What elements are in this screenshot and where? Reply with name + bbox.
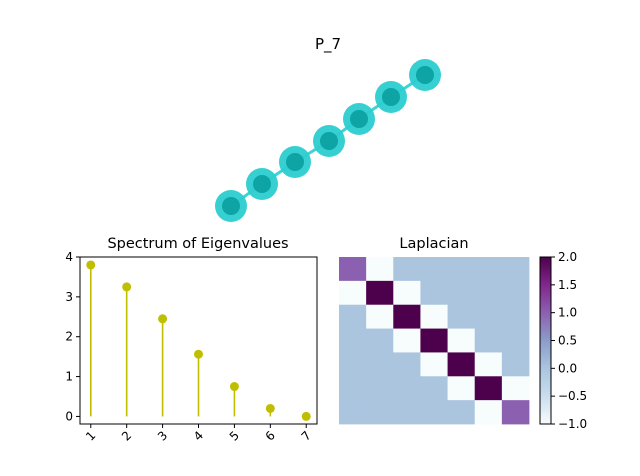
heatmap-cell — [447, 400, 476, 425]
heatmap-cell — [474, 376, 503, 401]
colorbar-tick-label: −0.5 — [558, 389, 587, 403]
graph-nodes — [215, 59, 441, 222]
heatmap-cells — [339, 257, 530, 425]
heatmap-cell — [420, 280, 448, 306]
heatmap-cell — [366, 328, 394, 353]
stem-y-ticks: 0 1 2 3 4 — [65, 250, 80, 423]
stem-marker — [301, 411, 311, 421]
heatmap-cell — [366, 257, 394, 282]
y-tick-label: 0 — [65, 409, 73, 423]
colorbar-gradient — [539, 256, 552, 425]
heatmap-cell — [501, 304, 530, 329]
heatmap-cell — [447, 352, 476, 377]
stem-marker — [265, 403, 275, 413]
heatmap-cell — [339, 400, 367, 425]
heatmap-cell — [393, 400, 421, 425]
heatmap-cell — [339, 257, 367, 282]
heatmap-cell — [447, 304, 476, 329]
heatmap-cell — [339, 376, 367, 401]
x-tick-label: 7 — [299, 428, 314, 443]
heatmap-cell — [393, 376, 421, 401]
heatmap-cell — [420, 400, 448, 425]
heatmap-title: Laplacian — [399, 236, 468, 252]
heatmap-cell — [474, 400, 503, 425]
stem-marker — [194, 349, 203, 359]
figure-title: P_7 — [315, 35, 341, 54]
x-tick-label: 6 — [263, 428, 278, 443]
heatmap-cell — [474, 280, 503, 306]
x-tick-label: 5 — [227, 428, 242, 443]
stem-marker — [86, 260, 96, 270]
graph-node-core — [350, 110, 368, 128]
colorbar-tick-label: 1.0 — [558, 306, 577, 320]
colorbar-tick-label: 0.5 — [558, 334, 577, 348]
graph-node-core — [222, 197, 240, 215]
graph-node-core — [320, 132, 338, 150]
x-tick-label: 3 — [155, 428, 170, 443]
graph-node-core — [416, 66, 434, 84]
y-tick-label: 1 — [65, 370, 73, 384]
heatmap-cell — [420, 376, 448, 401]
heatmap-cell — [393, 352, 421, 377]
heatmap-cell — [474, 328, 503, 353]
heatmap-cell — [339, 328, 367, 353]
heatmap-cell — [339, 304, 367, 329]
heatmap-cell — [501, 280, 530, 306]
heatmap-cell — [339, 352, 367, 377]
x-tick-label: 1 — [83, 428, 98, 443]
heatmap-cell — [501, 257, 530, 282]
colorbar-ticks: 2.0 1.5 1.0 0.5 0.0 −0.5 −1.0 — [551, 250, 587, 431]
heatmap-cell — [447, 257, 476, 282]
heatmap-cell — [420, 328, 448, 353]
heatmap-cell — [420, 304, 448, 329]
heatmap-cell — [393, 280, 421, 306]
heatmap-cell — [339, 280, 367, 306]
heatmap-cell — [447, 328, 476, 353]
heatmap-cell — [393, 328, 421, 353]
stem-x-ticks: 1 2 3 4 5 6 7 — [83, 424, 314, 444]
heatmap-cell — [501, 352, 530, 377]
y-tick-label: 3 — [65, 290, 73, 304]
heatmap-cell — [366, 280, 394, 306]
x-tick-label: 2 — [119, 428, 134, 443]
heatmap-cell — [366, 304, 394, 329]
heatmap-cell — [447, 280, 476, 306]
colorbar: 2.0 1.5 1.0 0.5 0.0 −0.5 −1.0 — [539, 250, 587, 431]
colorbar-tick-label: −1.0 — [558, 417, 587, 431]
colorbar-tick-label: 2.0 — [558, 250, 577, 264]
heatmap-cell — [420, 352, 448, 377]
graph-node-core — [382, 88, 400, 106]
heatmap-cell — [366, 376, 394, 401]
colorbar-tick-label: 0.0 — [558, 361, 577, 375]
y-tick-label: 2 — [65, 330, 73, 344]
stem-marker — [158, 314, 168, 324]
stem-marker — [122, 282, 132, 292]
heatmap-cell — [501, 328, 530, 353]
heatmap-cell — [501, 376, 530, 401]
y-tick-label: 4 — [65, 250, 73, 264]
heatmap-cell — [474, 257, 503, 282]
heatmap-cell — [420, 257, 448, 282]
stem-marker — [229, 382, 239, 392]
heatmap-cell — [447, 376, 476, 401]
heatmap-cell — [474, 352, 503, 377]
graph-node-core — [286, 153, 304, 171]
colorbar-tick-label: 1.5 — [558, 278, 577, 292]
heatmap-cell — [393, 304, 421, 329]
heatmap-cell — [501, 400, 530, 425]
stem-marks — [86, 260, 311, 421]
heatmap-cell — [366, 400, 394, 425]
graph-node-core — [253, 175, 271, 193]
heatmap-cell — [393, 257, 421, 282]
x-tick-label: 4 — [191, 428, 206, 443]
heatmap-cell — [366, 352, 394, 377]
stem-chart-title: Spectrum of Eigenvalues — [107, 236, 288, 252]
heatmap-cell — [474, 304, 503, 329]
laplacian-heatmap: Laplacian — [339, 236, 530, 425]
